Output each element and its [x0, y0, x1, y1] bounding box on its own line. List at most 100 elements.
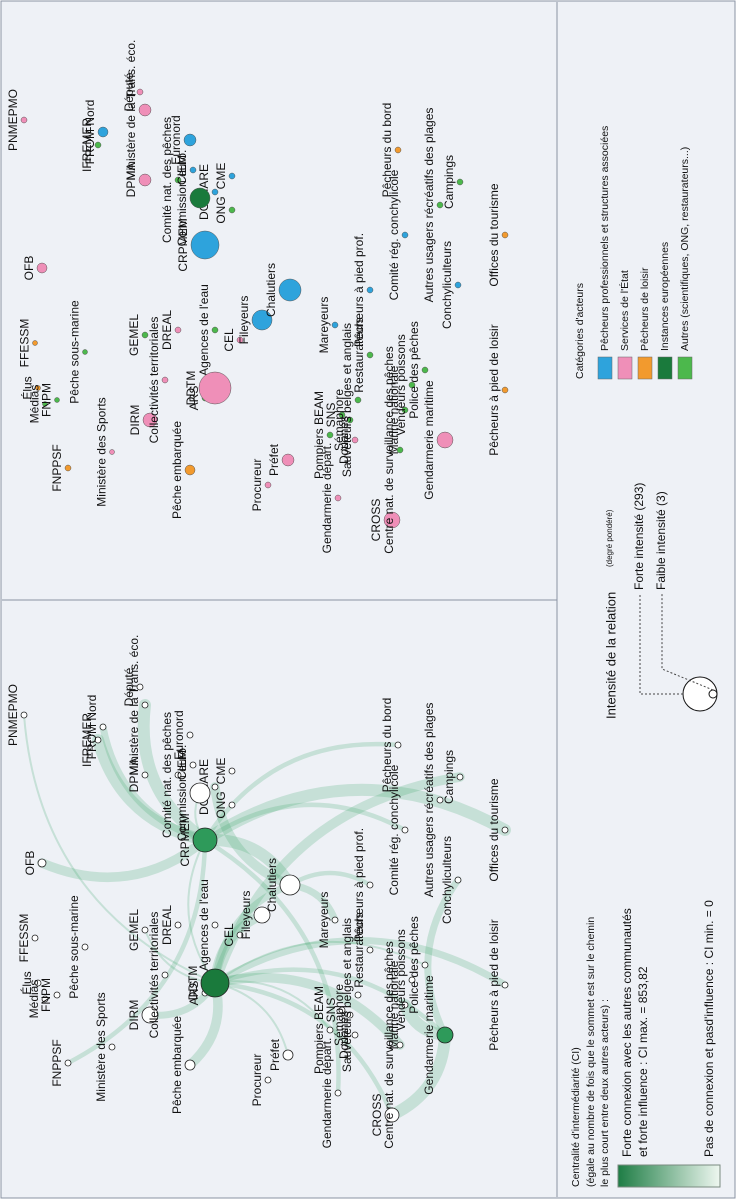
node — [331, 321, 339, 329]
ci-low: Pas de connexion et pasd'influence : CI … — [702, 900, 716, 1157]
node-label: GEMEL — [127, 909, 141, 951]
node — [141, 701, 149, 709]
node — [141, 771, 149, 779]
node — [394, 741, 402, 749]
node-label: SNS — [324, 403, 338, 428]
node — [174, 771, 182, 779]
node — [142, 412, 158, 428]
node-label: Marine nationale — [387, 960, 401, 1049]
node — [408, 381, 416, 389]
edge — [211, 881, 294, 987]
ci-gradient — [617, 1164, 721, 1188]
node-label: Collectivités territoriales — [147, 912, 161, 1039]
node — [228, 172, 236, 180]
node — [366, 946, 374, 954]
node-label: DDTM — [184, 371, 198, 406]
node-label: Ministère de la Trans. éco. — [124, 40, 138, 181]
node — [161, 376, 169, 384]
node — [384, 1107, 400, 1123]
node-label: ARS — [187, 981, 201, 1006]
node — [82, 349, 88, 355]
node — [346, 1011, 354, 1019]
node-label: Comité nat. des pêches — [160, 712, 174, 838]
category-label: Instances européennes — [659, 242, 671, 351]
node — [326, 431, 334, 439]
category-label: Pêcheurs professionnels et structures as… — [599, 126, 611, 351]
edge — [99, 723, 209, 844]
node-label: Centre nat. de surveillance des pêches — [382, 346, 396, 553]
node-label: ARS — [187, 386, 201, 411]
node — [136, 88, 144, 96]
node-label: Conchyliculteurs — [440, 241, 454, 329]
node — [35, 385, 41, 391]
edge — [23, 714, 216, 984]
edge — [210, 972, 405, 1050]
node-label: Collectivités territoriales — [147, 317, 161, 444]
edge — [202, 802, 408, 843]
node-label: Préfet — [267, 443, 281, 476]
node — [401, 231, 409, 239]
nodes: FNPPSFFNPPSFÉlusÉlusMédiasMédiasFFESSMFF… — [6, 40, 509, 1149]
edge — [386, 1029, 451, 1121]
categories: Pêcheurs professionnels et structures as… — [597, 126, 693, 380]
node-label: Gendarmerie maritime — [422, 380, 436, 500]
node-label: Pêcheurs du bord — [380, 698, 394, 793]
node — [421, 366, 429, 374]
node — [264, 481, 272, 489]
node-label: Élus — [20, 376, 35, 399]
node-label: FNPPSF — [50, 444, 64, 491]
node-label: Procureur — [250, 1054, 264, 1107]
node — [436, 1026, 454, 1044]
edge — [202, 741, 401, 843]
edge — [212, 967, 448, 1038]
node — [211, 326, 219, 334]
node — [31, 934, 39, 942]
node-label: Douanes — [337, 416, 351, 464]
node — [141, 331, 149, 339]
node — [334, 494, 342, 502]
node-label: Ministère des Sports — [94, 992, 108, 1101]
node — [228, 206, 236, 214]
node-label: Pêche sous-marine — [67, 895, 81, 999]
edge — [214, 980, 331, 1031]
node — [351, 1031, 359, 1039]
node — [421, 961, 429, 969]
node-label: FFESSM — [18, 319, 32, 368]
node — [211, 188, 219, 196]
node — [278, 278, 302, 302]
node-label: DREAL — [160, 310, 174, 350]
node — [141, 926, 149, 934]
node — [501, 386, 509, 394]
node-label: Centre nat. de surveillance des pêches — [382, 941, 396, 1148]
node — [109, 449, 115, 455]
node-label: CROSS — [369, 499, 383, 542]
node — [138, 103, 152, 117]
node — [183, 133, 197, 147]
edge — [212, 980, 395, 1118]
node-label: Chalutiers — [265, 858, 279, 912]
category-label: Autres (scientifiques, ONG, restaurateur… — [679, 147, 691, 351]
edge — [199, 783, 511, 846]
node — [184, 1059, 196, 1071]
node-label: PNMEPMO — [6, 89, 20, 151]
node — [282, 1049, 294, 1061]
node — [64, 1059, 72, 1067]
node-label: Restaurateurs — [352, 912, 366, 987]
edge — [214, 940, 426, 984]
node — [41, 995, 49, 1003]
ci-high: Forte connexion avec les autres communau… — [620, 908, 634, 1157]
node-label: Douanes — [337, 1011, 351, 1059]
node — [396, 1041, 404, 1049]
category-swatch — [597, 356, 613, 380]
categories-title: Catégories d'acteurs — [574, 283, 586, 379]
node-label: CRPMEM — [178, 813, 192, 866]
node-label: Pêcheurs à pied de loisir — [487, 324, 501, 455]
node — [436, 431, 454, 449]
node — [251, 309, 273, 331]
node-label: CME — [214, 163, 228, 190]
node — [253, 906, 271, 924]
node — [401, 406, 409, 414]
node-label: DPMA — [124, 163, 138, 198]
leader — [661, 594, 714, 691]
